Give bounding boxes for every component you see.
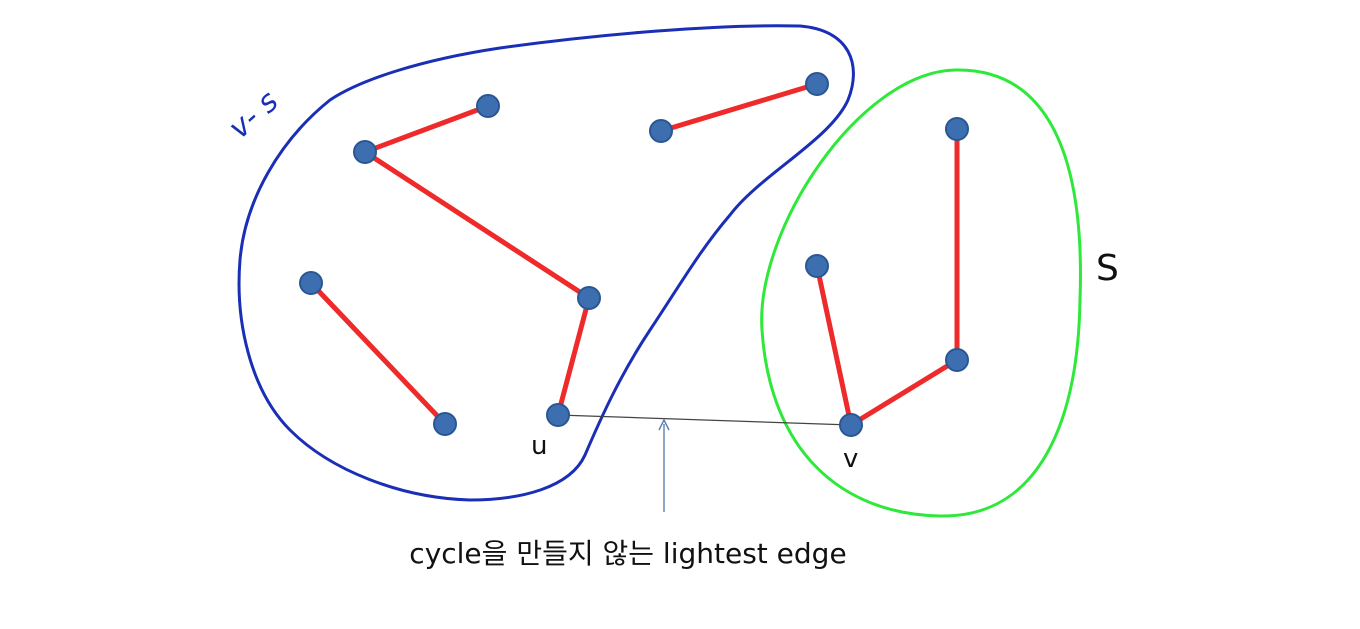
s-label: S xyxy=(1096,248,1119,289)
graph-node xyxy=(299,271,323,295)
tree-edge xyxy=(814,263,854,428)
v-minus-s-region-outline xyxy=(237,24,855,502)
lightest-crossing-edge xyxy=(557,414,852,426)
graph-node xyxy=(353,140,377,164)
tree-edge xyxy=(848,357,960,428)
s-region-outline xyxy=(760,68,1082,518)
graph-node-u xyxy=(546,403,570,427)
graph-node xyxy=(945,117,969,141)
graph-node xyxy=(805,72,829,96)
graph-node-v xyxy=(839,413,863,437)
graph-node xyxy=(433,412,457,436)
caption-arrow-head xyxy=(658,418,670,431)
caption-text: cycle을 만들지 않는 lightest edge xyxy=(409,537,846,570)
graph-node xyxy=(805,254,829,278)
graph-node xyxy=(577,286,601,310)
node-label-u: u xyxy=(531,431,547,461)
graph-node xyxy=(945,348,969,372)
tree-edge xyxy=(555,295,592,418)
tree-edge xyxy=(658,81,820,134)
tree-edge xyxy=(308,280,448,427)
graph-node xyxy=(476,94,500,118)
graph-node xyxy=(649,119,673,143)
tree-edge xyxy=(362,149,592,301)
v-minus-s-label: v- s xyxy=(222,84,285,146)
tree-edge xyxy=(362,103,491,155)
node-label-v: v xyxy=(843,444,858,474)
